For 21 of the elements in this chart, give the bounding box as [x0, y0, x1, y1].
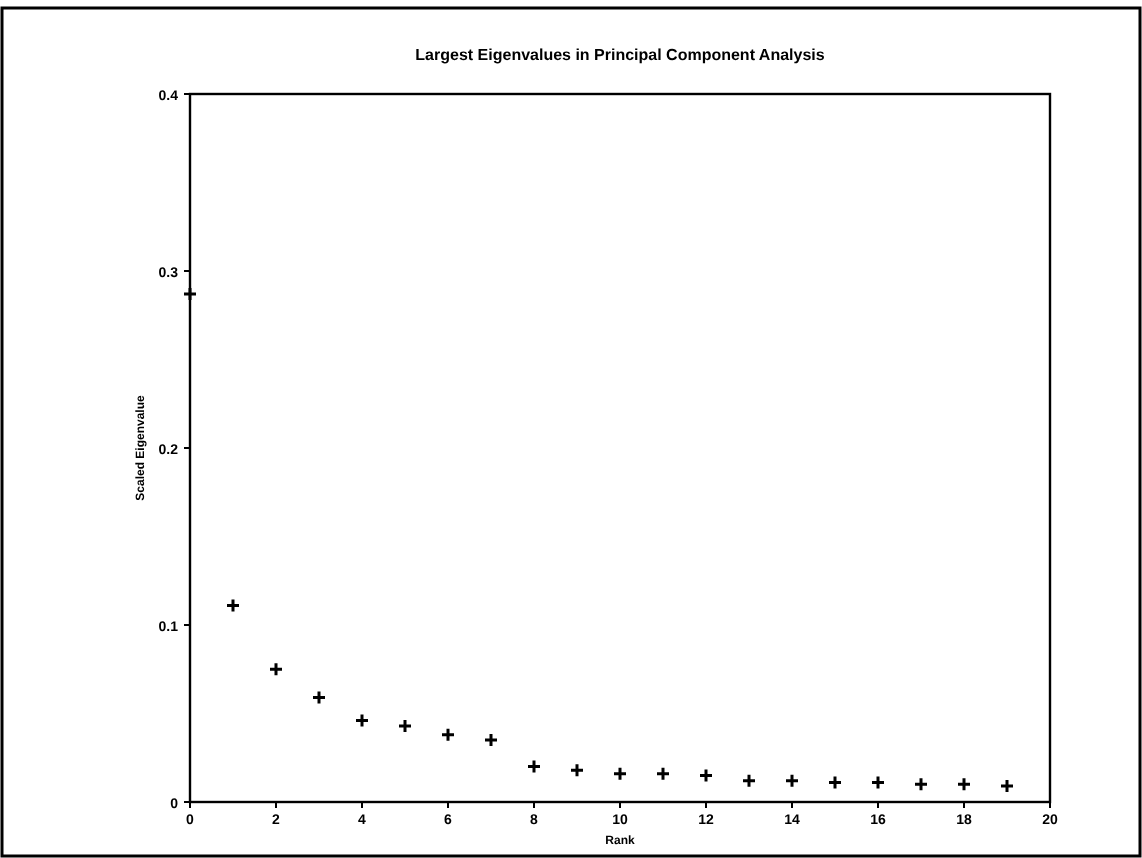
point: [999, 778, 1015, 794]
point: [483, 732, 499, 748]
point: [569, 762, 585, 778]
point: [440, 727, 456, 743]
point: [698, 767, 714, 783]
point: [182, 286, 198, 302]
point: [827, 775, 843, 791]
point: [784, 773, 800, 789]
point: [612, 766, 628, 782]
point: [225, 598, 241, 614]
point: [870, 775, 886, 791]
point: [956, 776, 972, 792]
point: [397, 718, 413, 734]
point: [655, 766, 671, 782]
point: [311, 690, 327, 706]
point: [526, 759, 542, 775]
point: [354, 713, 370, 729]
chart-title: Largest Eigenvalues in Principal Component Analysis: [415, 46, 826, 64]
point: [741, 773, 757, 789]
point: [913, 776, 929, 792]
point: [268, 661, 284, 677]
